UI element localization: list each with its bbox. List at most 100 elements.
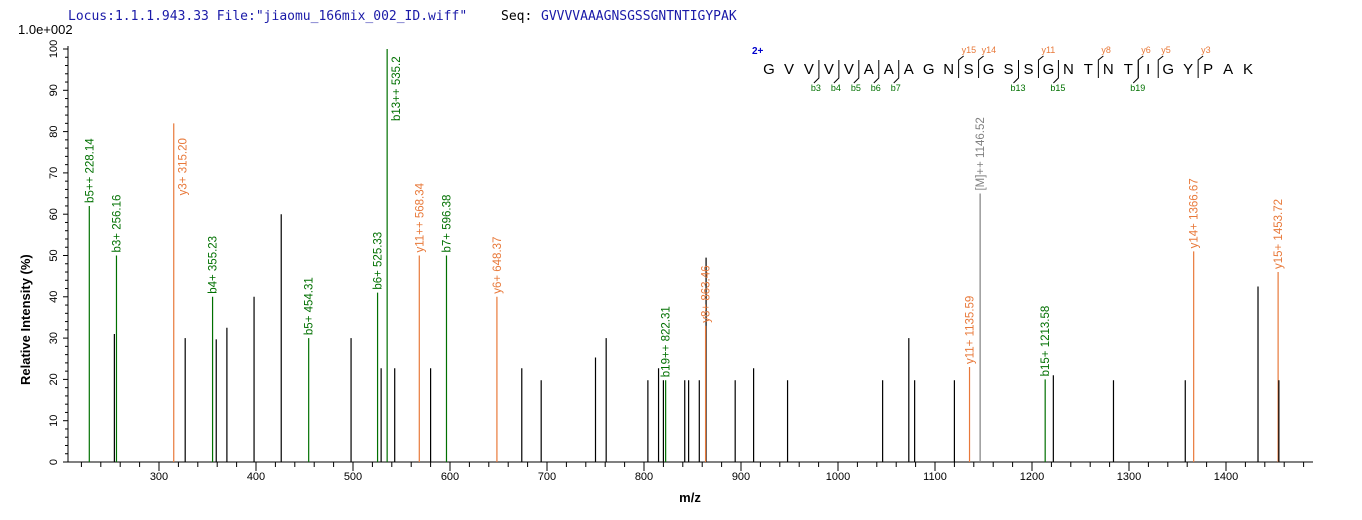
peak-label: b19++ 822.31 — [661, 306, 673, 377]
x-tick-label: 600 — [441, 471, 459, 483]
residue: V — [784, 61, 794, 78]
y-ion-label: y3 — [1201, 45, 1211, 55]
residue: G — [1043, 61, 1055, 78]
peak-label: b4+ 355.23 — [208, 236, 220, 294]
y-tick-label: 90 — [48, 84, 60, 96]
residue: S — [964, 61, 974, 78]
x-tick-label: 300 — [150, 471, 168, 483]
b-ion-label: b13 — [1011, 83, 1026, 93]
residue: G — [1162, 61, 1174, 78]
x-tick-label: 1400 — [1214, 471, 1238, 483]
peak-label: y8+ 863.46 — [701, 265, 713, 322]
b-ion-label: b3 — [811, 83, 821, 93]
peak-label: y14+ 1366.67 — [1189, 178, 1201, 248]
peak-label: y11+ 1135.59 — [965, 296, 977, 364]
y-ion-marker — [958, 55, 964, 78]
peak-label: y6+ 648.37 — [492, 237, 504, 294]
peak-label: y15+ 1453.72 — [1273, 199, 1285, 269]
y-ion-label: y6 — [1141, 45, 1151, 55]
y-axis-label: Relative Intensity (%) — [18, 254, 33, 385]
x-tick-label: 800 — [635, 471, 653, 483]
peak-label: b6+ 525.33 — [373, 232, 385, 290]
b-ion-label: b4 — [831, 83, 841, 93]
y-tick-label: 70 — [48, 167, 60, 179]
y-tick-label: 30 — [48, 332, 60, 344]
y-tick-label: 0 — [48, 459, 60, 465]
y-tick-label: 60 — [48, 208, 60, 220]
residue: V — [824, 61, 834, 78]
residue: S — [1023, 61, 1033, 78]
x-tick-label: 1300 — [1117, 471, 1141, 483]
peak-label: b5++ 228.14 — [84, 138, 96, 203]
peak-label: b13++ 535.2 — [391, 56, 403, 121]
scale-label: 1.0e+002 — [18, 22, 73, 37]
residue: A — [1223, 61, 1233, 78]
residue: K — [1243, 61, 1253, 78]
peak-label: b7+ 596.38 — [441, 195, 453, 253]
residue: N — [943, 61, 954, 78]
residue: Y — [1183, 61, 1193, 78]
y-ion-label: y11 — [1041, 45, 1055, 55]
y-tick-label: 80 — [48, 125, 60, 137]
x-tick-label: 900 — [732, 471, 750, 483]
peak-label: b3+ 256.16 — [111, 195, 123, 253]
residue: G — [763, 61, 775, 78]
y-ion-marker — [978, 55, 984, 78]
b-ion-marker — [853, 60, 860, 84]
y-ion-label: y8 — [1101, 45, 1111, 55]
y-tick-label: 20 — [48, 373, 60, 385]
b-ion-label: b19 — [1130, 83, 1145, 93]
seq-value: GVVVVAAAGNSGSSGNTNTIGYPAK — [541, 9, 737, 24]
charge-state: 2+ — [752, 46, 764, 57]
y-ion-label: y5 — [1161, 45, 1171, 55]
b-ion-marker — [813, 60, 820, 84]
b-ion-marker — [1053, 60, 1059, 84]
peak-label: y3+ 315.20 — [178, 138, 190, 195]
residue: I — [1146, 61, 1150, 78]
y-ion-label: y15 — [962, 45, 977, 55]
peak-label: [M]++ 1146.52 — [975, 117, 987, 190]
residue: N — [1103, 61, 1114, 78]
b-ion-marker — [873, 60, 880, 84]
residue: T — [1124, 61, 1133, 78]
y-ion-marker — [1097, 55, 1104, 78]
b-ion-label: b6 — [871, 83, 881, 93]
b-ion-label: b5 — [851, 83, 861, 93]
seq-label: Seq: — [501, 9, 532, 24]
y-ion-marker — [1037, 55, 1044, 78]
b-ion-label: b15 — [1050, 83, 1065, 93]
x-tick-label: 1000 — [826, 471, 850, 483]
y-ion-marker — [1137, 55, 1144, 78]
y-ion-marker — [1197, 55, 1204, 78]
residue: V — [804, 61, 814, 78]
peak-label: b15+ 1213.58 — [1040, 306, 1052, 377]
b-ion-label: b7 — [891, 83, 901, 93]
y-tick-label: 50 — [48, 249, 60, 261]
residue: A — [864, 61, 874, 78]
peak-label: y11++ 568.34 — [414, 182, 426, 252]
y-ion-label: y14 — [982, 45, 997, 55]
y-tick-label: 40 — [48, 291, 60, 303]
b-ion-marker — [893, 60, 900, 84]
b-ion-marker — [1013, 60, 1019, 84]
residue: G — [923, 61, 935, 78]
locus-header: Locus:1.1.1.943.33 File:"jiaomu_166mix_0… — [68, 9, 467, 24]
x-axis-label: m/z — [679, 490, 701, 505]
b-ion-marker — [1132, 60, 1139, 84]
y-tick-label: 10 — [48, 415, 60, 427]
x-tick-label: 700 — [538, 471, 556, 483]
x-tick-label: 400 — [247, 471, 265, 483]
x-tick-label: 1200 — [1020, 471, 1044, 483]
residue: A — [904, 61, 914, 78]
residue: P — [1203, 61, 1213, 78]
x-tick-label: 500 — [344, 471, 362, 483]
residue: T — [1084, 61, 1093, 78]
y-tick-label: 100 — [48, 40, 60, 58]
b-ion-marker — [833, 60, 840, 84]
x-tick-label: 1100 — [923, 471, 947, 483]
residue: G — [983, 61, 995, 78]
residue: N — [1063, 61, 1074, 78]
y-ion-marker — [1157, 55, 1164, 78]
